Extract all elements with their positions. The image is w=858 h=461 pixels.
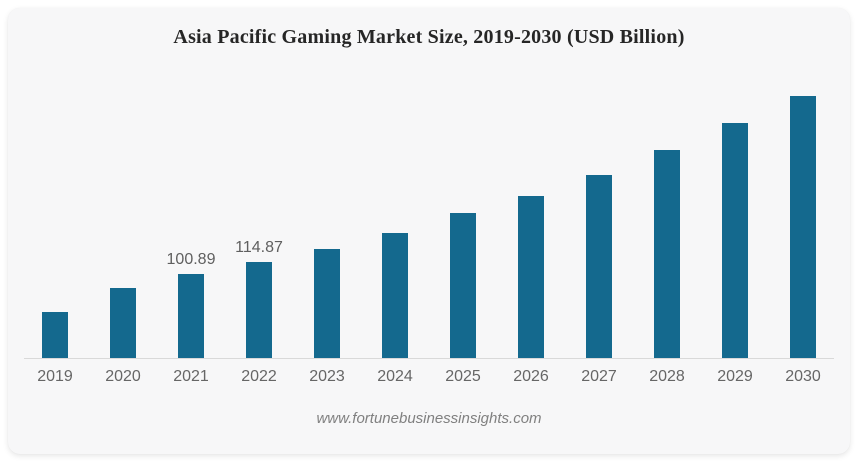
bar-2022 <box>246 262 272 358</box>
bar-2028 <box>654 150 680 358</box>
bar-column-2020 <box>92 288 154 358</box>
bar-2024 <box>382 233 408 358</box>
bar-column-2030 <box>772 96 834 358</box>
bar-column-2026 <box>500 196 562 358</box>
bar-2019 <box>42 312 68 358</box>
x-tick-2022: 2022 <box>241 368 277 385</box>
source-url: www.fortunebusinessinsights.com <box>316 410 542 427</box>
x-tick-2019: 2019 <box>37 368 73 385</box>
x-tick-2023: 2023 <box>309 368 345 385</box>
bar-2026 <box>518 196 544 358</box>
bar-column-2029 <box>704 123 766 358</box>
bar-column-2024 <box>364 233 426 358</box>
bar-2029 <box>722 123 748 358</box>
bar-2020 <box>110 288 136 358</box>
bar-column-2021: 100.89 <box>160 251 222 358</box>
x-tick-2024: 2024 <box>377 368 413 385</box>
bar-column-2025 <box>432 213 494 358</box>
bar-column-2023 <box>296 249 358 358</box>
x-tick-2025: 2025 <box>445 368 481 385</box>
chart-card: Asia Pacific Gaming Market Size, 2019-20… <box>8 8 850 454</box>
bar-column-2022: 114.87 <box>228 239 290 358</box>
x-tick-2029: 2029 <box>717 368 753 385</box>
x-tick-2021: 2021 <box>173 368 209 385</box>
x-tick-2020: 2020 <box>105 368 141 385</box>
x-tick-2027: 2027 <box>581 368 617 385</box>
bar-2025 <box>450 213 476 358</box>
bar-2030 <box>790 96 816 358</box>
bar-2023 <box>314 249 340 358</box>
bar-columns: 100.89 114.87 <box>24 68 834 358</box>
bar-column-2019 <box>24 312 86 358</box>
bar-column-2028 <box>636 150 698 358</box>
x-tick-2026: 2026 <box>513 368 549 385</box>
x-tick-2030: 2030 <box>785 368 821 385</box>
bar-chart-plot-area: 100.89 114.87 <box>24 68 834 359</box>
bar-2027 <box>586 175 612 358</box>
bar-column-2027 <box>568 175 630 358</box>
data-label-2021: 100.89 <box>166 251 216 268</box>
chart-title: Asia Pacific Gaming Market Size, 2019-20… <box>173 26 685 48</box>
data-label-2022: 114.87 <box>235 239 283 256</box>
x-axis-tick-labels: 2019 2020 2021 2022 2023 2024 2025 2026 2027 2028… <box>24 368 834 386</box>
bar-2021 <box>178 274 204 358</box>
x-tick-2028: 2028 <box>649 368 685 385</box>
